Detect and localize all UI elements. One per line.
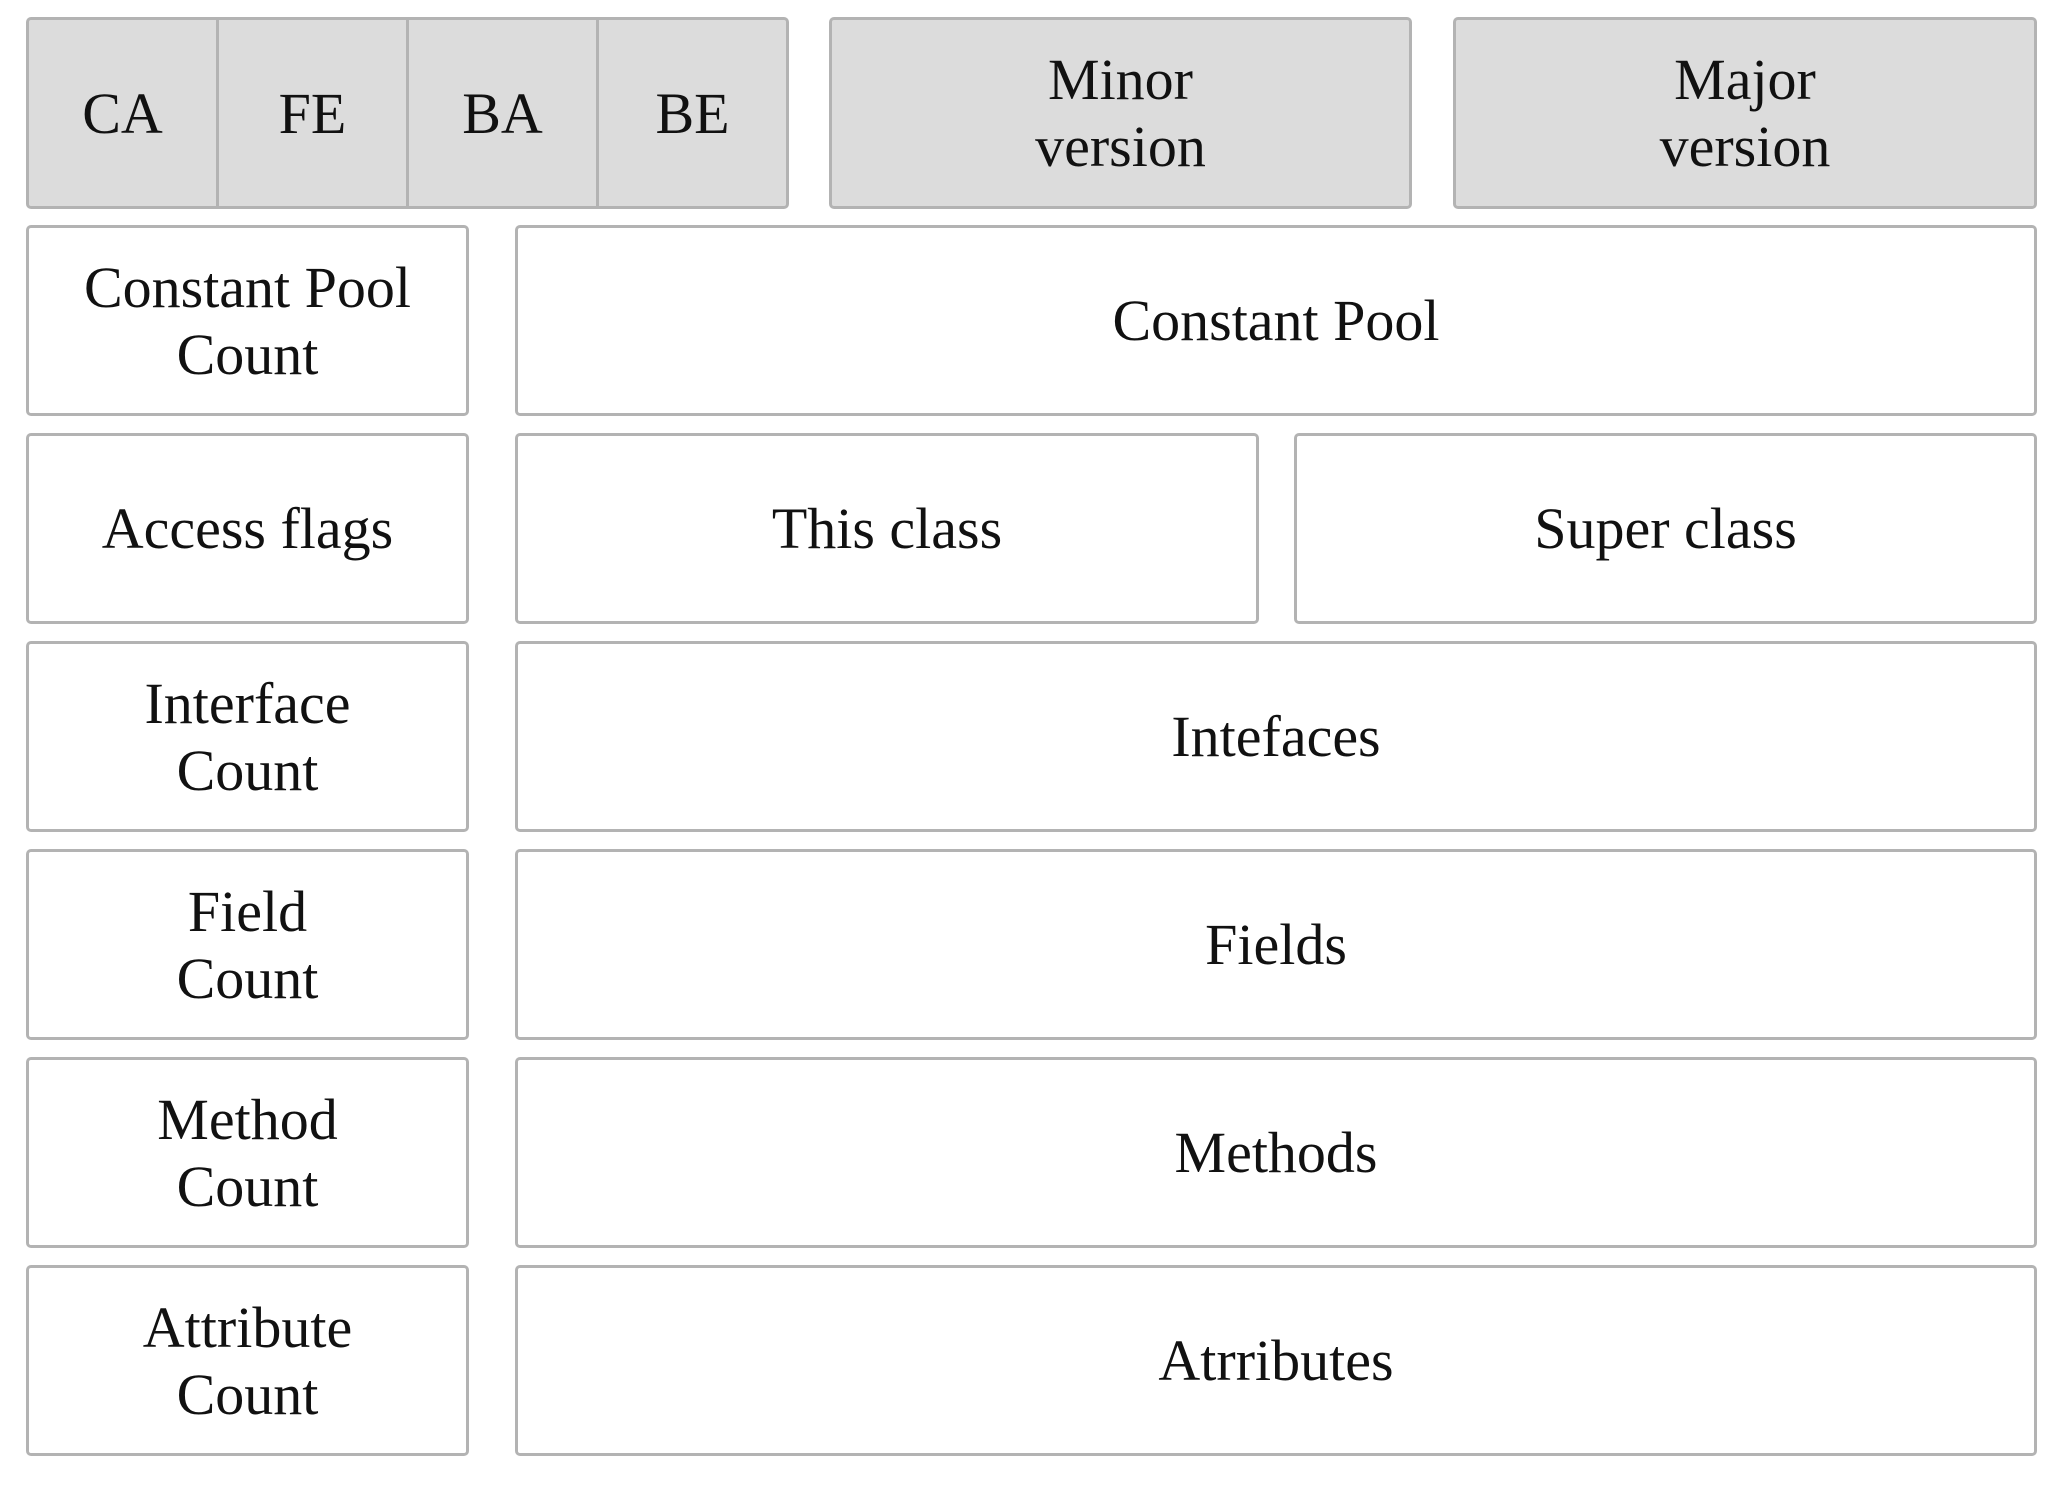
magic-byte-be-label: BE bbox=[655, 80, 730, 146]
super-class-label: Super class bbox=[1534, 496, 1797, 561]
interfaces-box: Intefaces bbox=[515, 641, 2037, 832]
magic-byte-ca-label: CA bbox=[82, 80, 163, 146]
constant-pool-count-label: Constant Pool Count bbox=[83, 254, 412, 387]
interface-count-box: Interface Count bbox=[26, 641, 469, 832]
minor-version-box: Minor version bbox=[829, 17, 1412, 209]
interface-count-label: Interface Count bbox=[144, 670, 351, 803]
constant-pool-box: Constant Pool bbox=[515, 225, 2037, 416]
methods-box: Methods bbox=[515, 1057, 2037, 1248]
attribute-count-box: Attribute Count bbox=[26, 1265, 469, 1456]
method-count-label: Method Count bbox=[157, 1086, 338, 1219]
magic-byte-fe: FE bbox=[216, 17, 409, 209]
constant-pool-label: Constant Pool bbox=[1112, 288, 1440, 353]
magic-byte-ca: CA bbox=[26, 17, 219, 209]
fields-label: Fields bbox=[1205, 912, 1347, 977]
interfaces-label: Intefaces bbox=[1171, 704, 1381, 769]
attribute-count-label: Attribute Count bbox=[142, 1294, 353, 1427]
minor-version-label: Minor version bbox=[1035, 47, 1206, 179]
constant-pool-count-box: Constant Pool Count bbox=[26, 225, 469, 416]
field-count-label: Field Count bbox=[176, 878, 319, 1011]
access-flags-label: Access flags bbox=[101, 496, 394, 561]
this-class-label: This class bbox=[771, 496, 1003, 561]
magic-byte-be: BE bbox=[596, 17, 789, 209]
methods-label: Methods bbox=[1174, 1120, 1378, 1185]
attributes-box: Atrributes bbox=[515, 1265, 2037, 1456]
method-count-box: Method Count bbox=[26, 1057, 469, 1248]
attributes-label: Atrributes bbox=[1158, 1328, 1394, 1393]
major-version-box: Major version bbox=[1453, 17, 2037, 209]
magic-byte-ba: BA bbox=[406, 17, 599, 209]
magic-byte-fe-label: FE bbox=[278, 80, 347, 146]
access-flags-box: Access flags bbox=[26, 433, 469, 624]
major-version-label: Major version bbox=[1659, 47, 1831, 179]
fields-box: Fields bbox=[515, 849, 2037, 1040]
magic-byte-ba-label: BA bbox=[462, 80, 543, 146]
field-count-box: Field Count bbox=[26, 849, 469, 1040]
this-class-box: This class bbox=[515, 433, 1259, 624]
super-class-box: Super class bbox=[1294, 433, 2037, 624]
